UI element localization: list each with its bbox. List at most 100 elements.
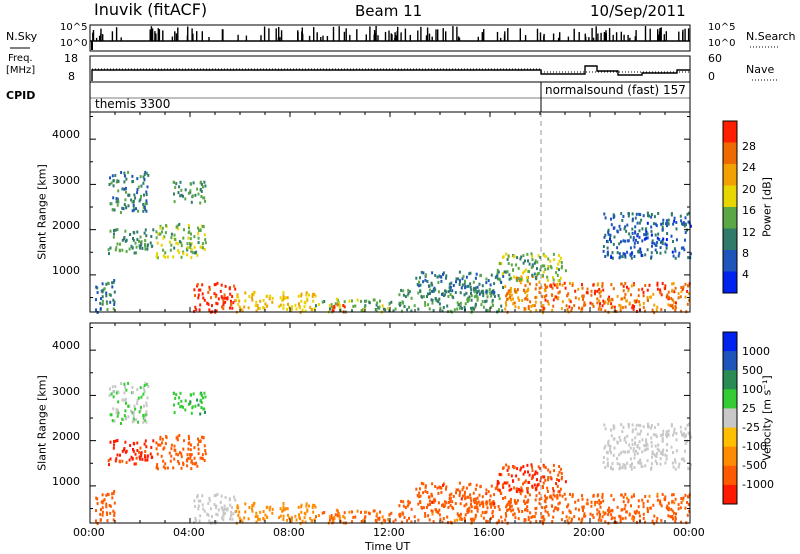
power-cell bbox=[447, 295, 450, 298]
power-cell bbox=[522, 261, 525, 265]
power-cell bbox=[675, 238, 678, 242]
velocity-cell bbox=[558, 465, 561, 468]
velocity-cell bbox=[621, 430, 624, 433]
power-cell bbox=[408, 290, 411, 294]
velocity-cell bbox=[604, 511, 607, 515]
velocity-cell bbox=[523, 499, 526, 503]
power-cell bbox=[541, 309, 543, 313]
power-cell bbox=[558, 290, 561, 294]
velocity-cell bbox=[531, 469, 534, 473]
velocity-cell bbox=[535, 494, 538, 498]
velocity-cell bbox=[667, 501, 670, 505]
power-cell bbox=[620, 212, 623, 216]
power-cell bbox=[200, 224, 203, 228]
power-cell bbox=[431, 289, 434, 293]
power-cell bbox=[173, 233, 176, 237]
power-colorbar-segment bbox=[723, 207, 737, 229]
power-cell bbox=[105, 294, 108, 298]
velocity-cell bbox=[136, 441, 139, 445]
power-cell bbox=[271, 296, 274, 300]
velocity-cell bbox=[664, 495, 667, 499]
velocity-cell bbox=[619, 515, 622, 519]
velocity-cell bbox=[541, 520, 543, 524]
velocity-cell bbox=[234, 498, 237, 502]
velocity-cell bbox=[551, 497, 554, 501]
velocity-cell bbox=[182, 463, 185, 467]
power-cell bbox=[680, 246, 683, 250]
power-cell bbox=[666, 232, 669, 235]
power-cell bbox=[210, 296, 212, 300]
velocity-cell bbox=[687, 431, 690, 435]
velocity-cell bbox=[630, 504, 632, 508]
power-cell bbox=[468, 295, 471, 299]
nsky-spike bbox=[592, 37, 595, 41]
power-cell bbox=[610, 240, 612, 244]
time-axis-label: Time UT bbox=[365, 540, 411, 553]
power-cell bbox=[508, 273, 511, 277]
power-cell bbox=[238, 299, 241, 303]
velocity-cell bbox=[433, 497, 436, 501]
velocity-cell bbox=[428, 499, 431, 503]
velocity-cell bbox=[526, 490, 529, 493]
power-cell bbox=[364, 299, 367, 303]
velocity-cell bbox=[581, 517, 584, 521]
velocity-cell bbox=[99, 512, 102, 516]
velocity-cell bbox=[613, 425, 616, 429]
power-cell bbox=[523, 307, 526, 310]
power-cell bbox=[631, 231, 634, 235]
nsky-spike bbox=[208, 37, 210, 41]
velocity-cell bbox=[638, 514, 641, 518]
power-cell bbox=[123, 180, 126, 184]
power-cell bbox=[573, 304, 576, 308]
power-cell bbox=[449, 292, 452, 296]
velocity-cell bbox=[667, 506, 670, 510]
power-cell bbox=[216, 281, 219, 285]
velocity-cell bbox=[155, 466, 158, 470]
velocity-cell bbox=[180, 452, 183, 456]
velocity-cell bbox=[581, 494, 583, 498]
power-cell bbox=[558, 254, 561, 257]
velocity-cell bbox=[506, 503, 508, 507]
velocity-cell bbox=[438, 513, 441, 517]
power-cell bbox=[610, 223, 613, 227]
power-cell bbox=[114, 228, 117, 232]
power-cell bbox=[417, 307, 420, 311]
velocity-cell bbox=[259, 510, 262, 514]
velocity-cell bbox=[284, 507, 287, 511]
velocity-cell bbox=[583, 514, 586, 518]
power-cell bbox=[184, 197, 187, 201]
power-cell bbox=[503, 270, 506, 274]
velocity-cell bbox=[130, 455, 133, 459]
velocity-cell bbox=[116, 408, 119, 412]
power-cell bbox=[635, 300, 638, 304]
velocity-cell bbox=[493, 505, 496, 509]
velocity-cell bbox=[403, 516, 406, 519]
power-cell bbox=[229, 306, 231, 310]
power-cell bbox=[136, 238, 139, 241]
velocity-cell bbox=[459, 502, 462, 506]
velocity-cell bbox=[287, 513, 289, 517]
velocity-cell bbox=[330, 514, 333, 518]
velocity-cell bbox=[592, 494, 595, 498]
nsky-spike bbox=[417, 30, 419, 41]
freq-tick-top: 18 bbox=[64, 52, 78, 65]
power-cell bbox=[639, 213, 642, 217]
velocity-cell bbox=[455, 488, 458, 492]
power-cell bbox=[479, 274, 482, 278]
velocity-cell bbox=[229, 503, 232, 507]
power-cell bbox=[309, 305, 312, 309]
velocity-cell bbox=[655, 519, 658, 523]
nsky-spike bbox=[332, 26, 335, 41]
power-cell bbox=[177, 249, 180, 252]
velocity-cell bbox=[224, 511, 227, 515]
power-cell bbox=[455, 277, 458, 281]
velocity-cell bbox=[132, 448, 134, 451]
velocity-cell bbox=[187, 456, 190, 460]
power-cell bbox=[466, 284, 469, 288]
velocity-cell bbox=[638, 423, 641, 427]
power-cell bbox=[458, 306, 461, 310]
velocity-cell bbox=[625, 510, 628, 514]
velocity-cell bbox=[544, 494, 547, 498]
power-cell bbox=[315, 304, 317, 308]
velocity-cell bbox=[644, 495, 647, 498]
